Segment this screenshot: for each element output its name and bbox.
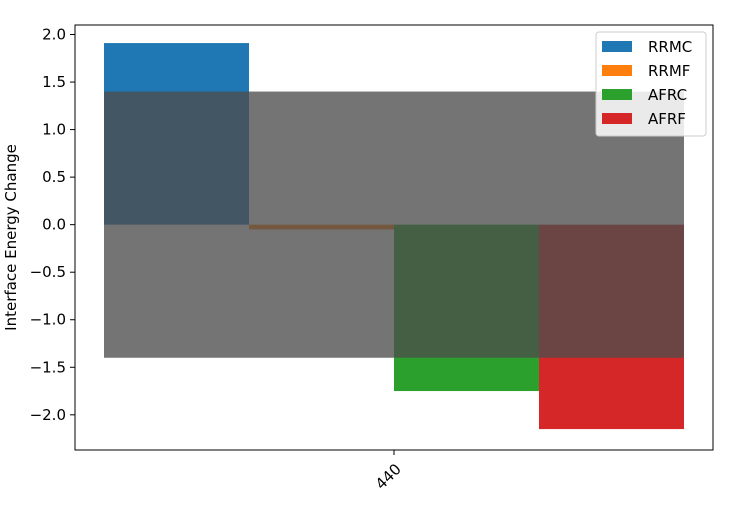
x-axis: 440 (372, 450, 405, 493)
legend: RRMC RRMF AFRC AFRF (595, 31, 707, 137)
legend-swatch-rrmc (602, 41, 632, 52)
y-tick-label: 0.0 (42, 216, 66, 234)
legend-label-rrmc: RRMC (648, 38, 692, 56)
x-tick-label: 440 (372, 460, 405, 493)
threshold-band-layer (104, 91, 684, 358)
threshold-band (104, 91, 684, 358)
y-tick-label: 0.5 (42, 168, 66, 186)
legend-box (595, 31, 707, 137)
legend-label-afrf: AFRF (648, 110, 686, 128)
y-tick-label: −0.5 (30, 263, 66, 281)
legend-label-rrmf: RRMF (648, 62, 690, 80)
y-axis-label: Interface Energy Change (2, 144, 20, 331)
legend-swatch-afrf (602, 113, 632, 124)
legend-label-afrc: AFRC (648, 86, 687, 104)
legend-swatch-rrmf (602, 65, 632, 76)
y-tick-label: −2.0 (30, 406, 66, 424)
y-tick-label: 1.5 (42, 73, 66, 91)
legend-swatch-afrc (602, 89, 632, 100)
y-tick-label: −1.0 (30, 311, 66, 329)
y-tick-label: −1.5 (30, 358, 66, 376)
y-tick-label: 1.0 (42, 121, 66, 139)
y-axis: −2.0 −1.5 −1.0 −0.5 0.0 0.5 1.0 1.5 2.0 (30, 26, 75, 424)
y-tick-label: 2.0 (42, 26, 66, 44)
